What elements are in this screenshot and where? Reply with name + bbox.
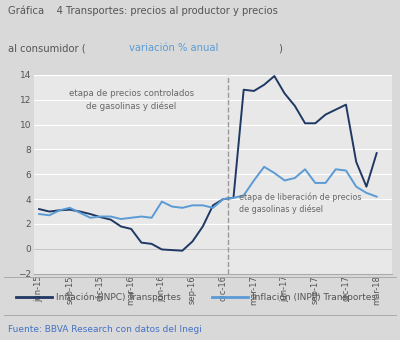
Text: etapa de precios controlados: etapa de precios controlados [69, 89, 194, 98]
Text: Gráfica    4 Transportes: precios al productor y precios: Gráfica 4 Transportes: precios al produc… [8, 6, 278, 16]
Text: de gasolinas y diésel: de gasolinas y diésel [86, 101, 176, 110]
Text: al consumidor (: al consumidor ( [8, 44, 86, 53]
Text: Fuente: BBVA Research con datos del Inegi: Fuente: BBVA Research con datos del Ineg… [8, 324, 202, 334]
Text: Inflación (INPC) Transportes: Inflación (INPC) Transportes [56, 292, 181, 302]
Text: variación % anual: variación % anual [129, 44, 218, 53]
Text: de gasolinas y diésel: de gasolinas y diésel [238, 204, 322, 214]
Text: Inflación (INPP) Transportes: Inflación (INPP) Transportes [252, 292, 376, 302]
Text: ): ) [278, 44, 282, 53]
Text: etapa de liberación de precios: etapa de liberación de precios [238, 193, 361, 202]
